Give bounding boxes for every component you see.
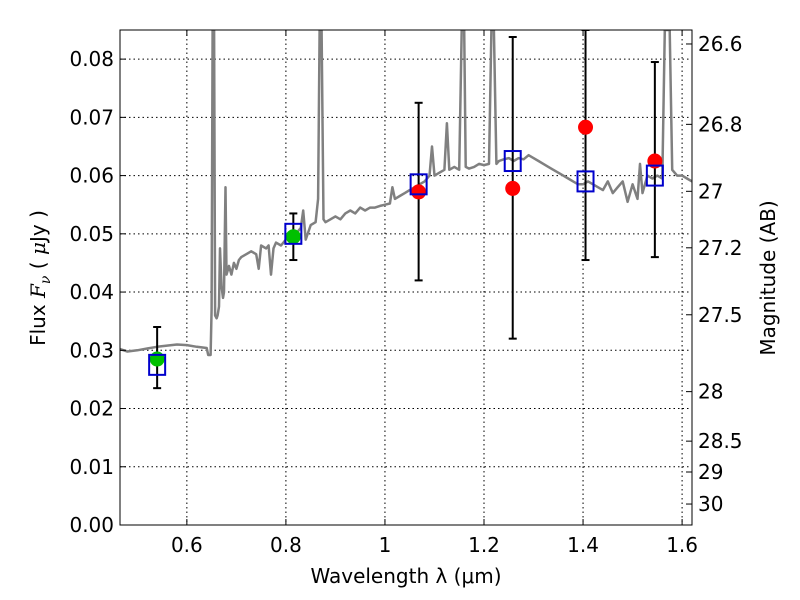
y-tick-label: 0.05 (69, 222, 114, 246)
y2-tick-label: 26.8 (698, 112, 743, 136)
y-tick-label: 0.01 (69, 455, 114, 479)
y-tick-label: 0.00 (69, 513, 114, 537)
y-axis-title-subscript: ν (38, 275, 54, 284)
y2-tick-label: 30 (698, 492, 723, 516)
model-photometry-square (148, 353, 167, 376)
x-tick-label: 1 (379, 533, 392, 557)
y-tick-label: 0.07 (69, 105, 114, 129)
data-point (578, 119, 594, 135)
y2-tick-label: 28.5 (698, 429, 743, 453)
y-axis-title-mu: μ (26, 242, 50, 255)
y2-tick-label: 27 (698, 179, 723, 203)
model-photometry-square (284, 222, 303, 245)
axis-layer: 0.6 0.8 1 1.2 1.4 1.6 0.00 0.01 0.02 0.03 0.04 0.05… (69, 30, 743, 557)
data-point (411, 184, 427, 200)
x-tick-label: 0.6 (171, 533, 203, 557)
series-layer (120, 30, 692, 390)
y-axis-title-prefix: Flux (26, 298, 50, 346)
y-tick-label: 0.04 (69, 280, 114, 304)
model-photometry-square (645, 164, 664, 187)
y-tick-label: 0.03 (69, 338, 114, 362)
y2-tick-label: 27.2 (698, 236, 743, 260)
data-point (285, 229, 301, 245)
grid-layer (120, 30, 692, 526)
model-photometry-square (409, 173, 428, 196)
x-tick-label: 1.4 (567, 533, 599, 557)
y-tick-label: 0.06 (69, 164, 114, 188)
y2-tick-label: 27.5 (698, 303, 743, 327)
x-tick-label: 1.2 (468, 533, 500, 557)
x-axis-title: Wavelength λ (μm) (310, 564, 501, 588)
y2-tick-label: 29 (698, 460, 723, 484)
data-point (505, 180, 521, 196)
data-point (149, 351, 165, 367)
plot-frame (119, 29, 693, 526)
y-axis-title: Flux Fν ( μJy ) (26, 210, 54, 346)
model-photometry-square (503, 150, 522, 173)
y-tick-label: 0.02 (69, 397, 114, 421)
x-tick-label: 1.6 (666, 533, 698, 557)
model-spectrum-line (120, 30, 692, 357)
x-tick-label: 0.8 (270, 533, 302, 557)
y-tick-label: 0.08 (69, 47, 114, 71)
model-photometry-square (576, 170, 595, 193)
y2-tick-label: 28 (698, 380, 723, 404)
y-axis-title-unit: Jy (26, 224, 50, 244)
y-axis-title-symbol: F (26, 283, 50, 299)
y-axis-title-open: ( (26, 255, 50, 276)
y2-tick-label: 26.6 (698, 32, 743, 56)
y-axis-title-close: ) (26, 210, 50, 224)
y2-axis-title: Magnitude (AB) (756, 200, 780, 355)
